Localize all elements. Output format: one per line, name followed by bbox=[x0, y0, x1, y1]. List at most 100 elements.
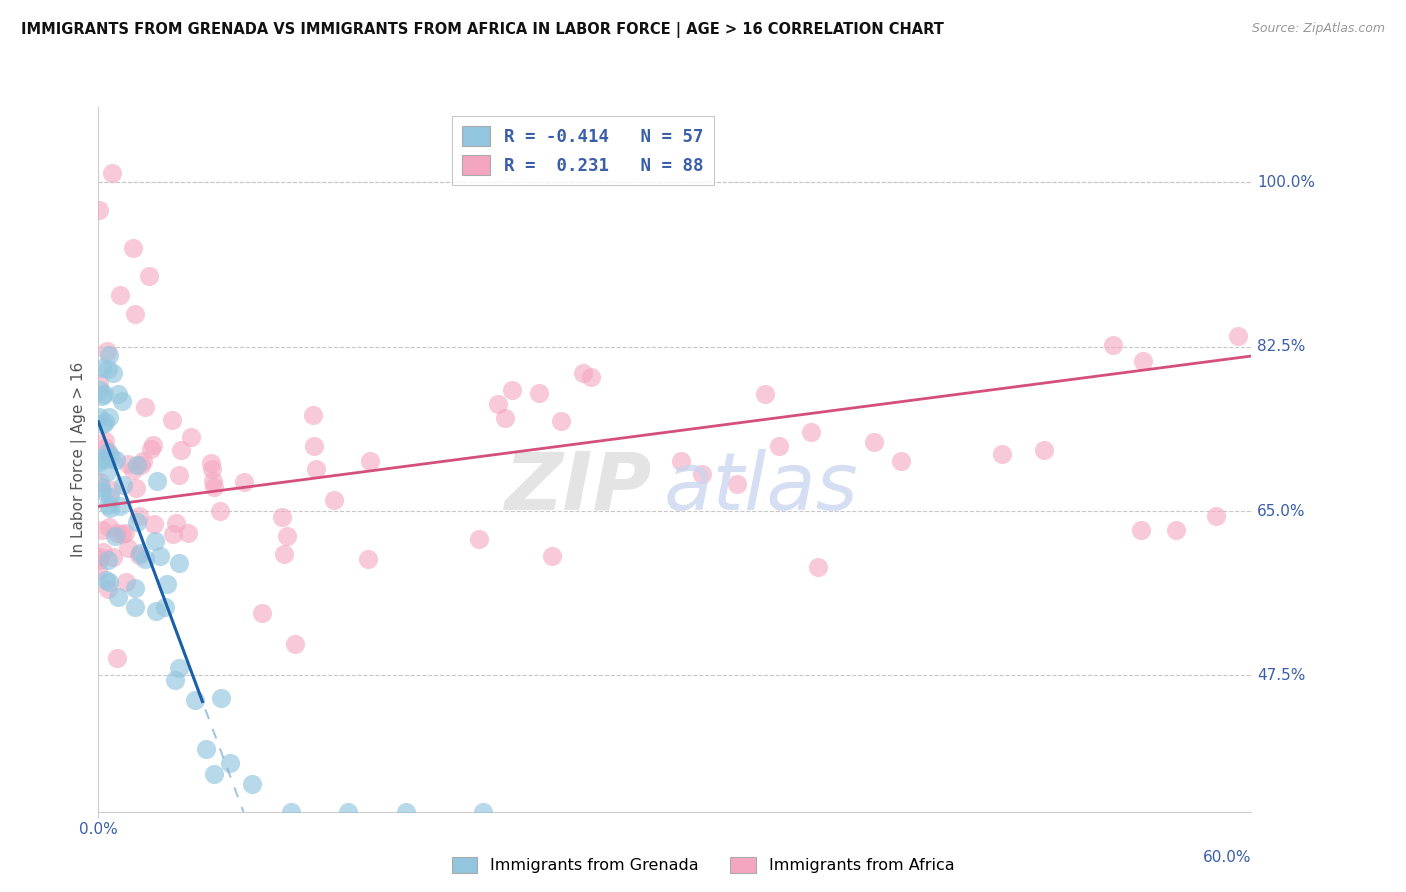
Point bbox=[124, 307, 146, 321]
Point bbox=[690, 467, 713, 482]
Point bbox=[201, 462, 224, 476]
Point bbox=[97, 445, 120, 459]
Point bbox=[183, 693, 205, 707]
Point bbox=[89, 549, 111, 564]
Point bbox=[91, 417, 114, 431]
Point bbox=[337, 805, 360, 819]
Point bbox=[208, 504, 231, 518]
Point bbox=[90, 480, 112, 494]
Point bbox=[96, 344, 118, 359]
Point bbox=[1166, 523, 1188, 537]
Point bbox=[117, 457, 139, 471]
Point bbox=[91, 389, 114, 403]
Point bbox=[890, 454, 912, 468]
Point bbox=[202, 480, 225, 494]
Point bbox=[100, 483, 122, 497]
Point bbox=[108, 288, 131, 302]
Point bbox=[160, 413, 183, 427]
Point bbox=[323, 492, 346, 507]
Point bbox=[128, 549, 150, 563]
Point bbox=[177, 526, 200, 541]
Point bbox=[97, 553, 120, 567]
Point bbox=[97, 498, 120, 512]
Point bbox=[98, 490, 121, 504]
Point bbox=[304, 440, 326, 454]
Point bbox=[494, 411, 516, 425]
Text: ZIP: ZIP bbox=[505, 449, 652, 526]
Point bbox=[725, 477, 748, 491]
Point bbox=[280, 805, 302, 819]
Point bbox=[142, 516, 165, 531]
Point bbox=[1205, 509, 1227, 524]
Y-axis label: In Labor Force | Age > 16: In Labor Force | Age > 16 bbox=[72, 362, 87, 557]
Point bbox=[97, 362, 120, 376]
Text: 100.0%: 100.0% bbox=[1257, 175, 1315, 190]
Point bbox=[96, 465, 118, 479]
Point bbox=[98, 574, 121, 589]
Point bbox=[201, 474, 224, 488]
Point bbox=[124, 600, 146, 615]
Text: 65.0%: 65.0% bbox=[1257, 504, 1306, 518]
Point bbox=[195, 742, 218, 756]
Text: atlas: atlas bbox=[664, 449, 858, 526]
Point bbox=[89, 475, 111, 489]
Point bbox=[471, 805, 494, 819]
Point bbox=[111, 527, 134, 541]
Point bbox=[122, 463, 145, 477]
Point bbox=[180, 430, 202, 444]
Point bbox=[167, 468, 190, 483]
Point bbox=[101, 166, 124, 180]
Point bbox=[156, 577, 179, 591]
Point bbox=[108, 499, 131, 513]
Point bbox=[395, 805, 418, 819]
Text: IMMIGRANTS FROM GRENADA VS IMMIGRANTS FROM AFRICA IN LABOR FORCE | AGE > 16 CORR: IMMIGRANTS FROM GRENADA VS IMMIGRANTS FR… bbox=[21, 22, 943, 38]
Point bbox=[100, 450, 122, 464]
Point bbox=[138, 269, 160, 284]
Point bbox=[91, 523, 114, 537]
Point bbox=[302, 408, 325, 422]
Legend: Immigrants from Grenada, Immigrants from Africa: Immigrants from Grenada, Immigrants from… bbox=[446, 850, 960, 880]
Point bbox=[107, 590, 129, 604]
Point bbox=[128, 508, 150, 523]
Point bbox=[486, 397, 509, 411]
Point bbox=[94, 452, 117, 467]
Point bbox=[91, 483, 114, 498]
Text: 47.5%: 47.5% bbox=[1257, 668, 1306, 683]
Point bbox=[91, 361, 114, 376]
Point bbox=[162, 526, 184, 541]
Point bbox=[1132, 353, 1154, 368]
Point bbox=[141, 442, 163, 456]
Point bbox=[202, 767, 225, 781]
Point bbox=[165, 516, 187, 530]
Point bbox=[122, 241, 145, 255]
Point bbox=[94, 574, 117, 588]
Point bbox=[1101, 338, 1123, 352]
Point bbox=[111, 394, 134, 409]
Point bbox=[94, 415, 117, 429]
Point bbox=[94, 441, 117, 455]
Point bbox=[153, 600, 176, 615]
Point bbox=[91, 545, 114, 559]
Point bbox=[124, 581, 146, 595]
Point bbox=[273, 547, 295, 561]
Point bbox=[991, 447, 1014, 461]
Point bbox=[97, 410, 120, 425]
Point bbox=[89, 203, 111, 218]
Point bbox=[134, 552, 156, 566]
Point bbox=[131, 458, 153, 473]
Point bbox=[89, 451, 111, 466]
Point bbox=[87, 553, 110, 567]
Point bbox=[284, 637, 307, 651]
Point bbox=[128, 546, 150, 560]
Point bbox=[1033, 442, 1056, 457]
Point bbox=[132, 454, 155, 468]
Text: 60.0%: 60.0% bbox=[1204, 850, 1251, 865]
Point bbox=[165, 673, 187, 688]
Point bbox=[89, 410, 111, 425]
Point bbox=[807, 560, 830, 574]
Point bbox=[104, 453, 127, 467]
Text: 82.5%: 82.5% bbox=[1257, 339, 1306, 354]
Point bbox=[219, 756, 242, 771]
Point bbox=[101, 550, 124, 565]
Point bbox=[125, 458, 148, 473]
